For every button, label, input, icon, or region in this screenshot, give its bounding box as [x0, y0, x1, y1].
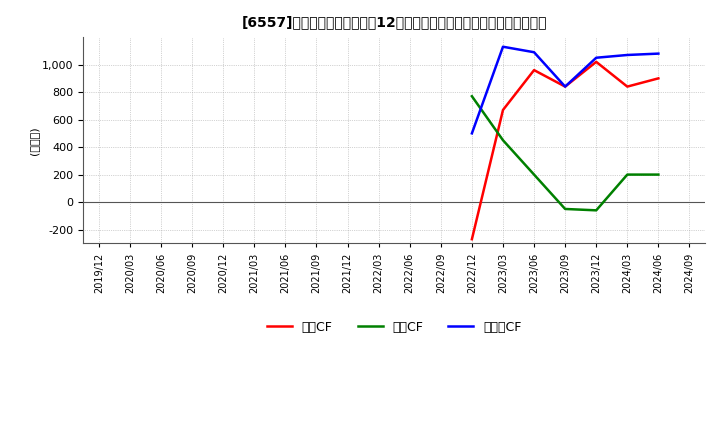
フリーCF [592, 55, 600, 60]
営業CF [623, 84, 631, 89]
投資CF [623, 172, 631, 177]
営業CF [592, 59, 600, 65]
投資CF [499, 138, 508, 143]
投資CF [561, 206, 570, 212]
Line: 営業CF: 営業CF [472, 62, 658, 239]
フリーCF [654, 51, 662, 56]
営業CF [467, 237, 476, 242]
営業CF [654, 76, 662, 81]
フリーCF [561, 84, 570, 89]
フリーCF [499, 44, 508, 49]
フリーCF [467, 131, 476, 136]
投資CF [592, 208, 600, 213]
フリーCF [530, 50, 539, 55]
営業CF [530, 67, 539, 73]
Legend: 営業CF, 投資CF, フリーCF: 営業CF, 投資CF, フリーCF [261, 315, 527, 338]
Title: [6557]　キャッシュフローの12か月移動合計の対前年同期増減額の推移: [6557] キャッシュフローの12か月移動合計の対前年同期増減額の推移 [241, 15, 547, 29]
Y-axis label: (百万円): (百万円) [30, 126, 40, 154]
投資CF [654, 172, 662, 177]
Line: 投資CF: 投資CF [472, 96, 658, 210]
投資CF [530, 172, 539, 177]
営業CF [499, 107, 508, 113]
Line: フリーCF: フリーCF [472, 47, 658, 133]
フリーCF [623, 52, 631, 58]
営業CF [561, 84, 570, 89]
投資CF [467, 94, 476, 99]
